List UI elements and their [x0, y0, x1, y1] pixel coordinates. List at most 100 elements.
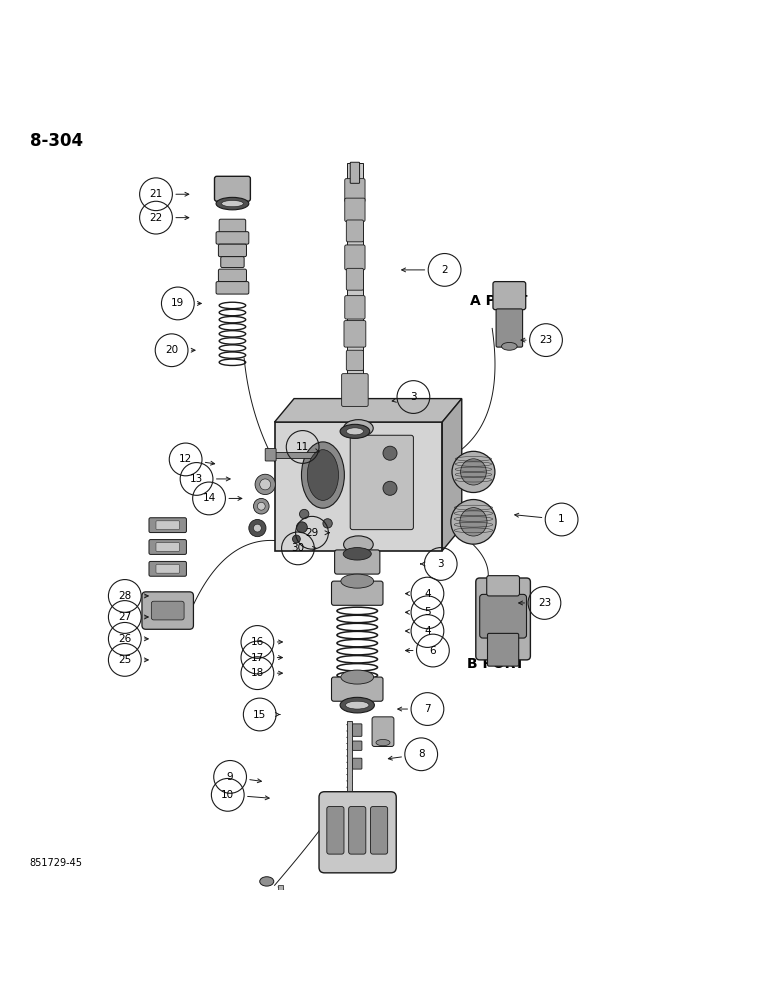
Text: 8: 8: [418, 749, 424, 759]
Ellipse shape: [222, 200, 243, 207]
FancyBboxPatch shape: [345, 198, 365, 222]
Circle shape: [260, 479, 271, 490]
Circle shape: [249, 520, 266, 537]
Circle shape: [254, 524, 261, 532]
Circle shape: [300, 509, 309, 519]
FancyBboxPatch shape: [350, 435, 413, 530]
Text: 22: 22: [150, 213, 162, 223]
Text: 19: 19: [172, 298, 184, 308]
Text: 15: 15: [254, 710, 266, 720]
FancyBboxPatch shape: [372, 717, 394, 746]
Text: B PORT: B PORT: [466, 657, 524, 671]
Ellipse shape: [376, 739, 390, 746]
FancyBboxPatch shape: [151, 601, 184, 620]
Ellipse shape: [346, 428, 363, 435]
FancyBboxPatch shape: [275, 452, 326, 458]
FancyBboxPatch shape: [353, 758, 362, 769]
Ellipse shape: [452, 451, 495, 493]
Text: 18: 18: [251, 668, 264, 678]
Ellipse shape: [343, 536, 373, 553]
FancyBboxPatch shape: [216, 232, 249, 244]
FancyBboxPatch shape: [346, 220, 363, 242]
Text: 6: 6: [430, 646, 436, 656]
FancyBboxPatch shape: [476, 578, 530, 660]
Ellipse shape: [346, 701, 369, 709]
FancyBboxPatch shape: [346, 350, 363, 371]
Text: 23: 23: [538, 598, 551, 608]
FancyBboxPatch shape: [353, 741, 362, 750]
FancyBboxPatch shape: [350, 162, 360, 183]
Text: 1: 1: [558, 515, 565, 524]
Circle shape: [254, 498, 269, 514]
FancyBboxPatch shape: [218, 244, 246, 257]
Text: 12: 12: [179, 454, 192, 464]
Text: 8-304: 8-304: [30, 132, 83, 150]
Text: 21: 21: [150, 189, 162, 199]
Text: 10: 10: [222, 790, 234, 800]
Text: 5: 5: [424, 607, 431, 617]
Ellipse shape: [260, 877, 274, 886]
FancyBboxPatch shape: [342, 374, 368, 406]
FancyBboxPatch shape: [345, 296, 365, 319]
FancyBboxPatch shape: [347, 721, 352, 791]
FancyBboxPatch shape: [493, 282, 526, 310]
FancyBboxPatch shape: [480, 594, 526, 638]
FancyBboxPatch shape: [496, 309, 523, 347]
Text: 28: 28: [119, 591, 131, 601]
Text: 25: 25: [119, 655, 131, 665]
FancyBboxPatch shape: [142, 592, 193, 629]
Ellipse shape: [307, 450, 339, 500]
Circle shape: [292, 535, 300, 543]
Circle shape: [296, 522, 307, 533]
Circle shape: [255, 474, 275, 495]
FancyBboxPatch shape: [488, 633, 519, 666]
FancyBboxPatch shape: [353, 724, 362, 736]
Text: 29: 29: [306, 528, 318, 538]
FancyBboxPatch shape: [149, 518, 186, 533]
FancyBboxPatch shape: [221, 257, 244, 268]
FancyBboxPatch shape: [156, 543, 179, 551]
FancyBboxPatch shape: [327, 807, 344, 854]
Text: 20: 20: [165, 345, 178, 355]
FancyBboxPatch shape: [319, 792, 396, 873]
FancyBboxPatch shape: [335, 550, 380, 574]
Text: A PORT: A PORT: [470, 294, 528, 308]
FancyBboxPatch shape: [216, 282, 249, 294]
Circle shape: [323, 519, 332, 528]
Text: 27: 27: [119, 612, 131, 622]
FancyBboxPatch shape: [218, 269, 246, 282]
FancyBboxPatch shape: [346, 268, 363, 290]
Ellipse shape: [343, 548, 371, 560]
Ellipse shape: [343, 420, 373, 437]
Text: 11: 11: [296, 442, 309, 452]
Ellipse shape: [341, 670, 374, 684]
FancyBboxPatch shape: [149, 540, 186, 554]
Circle shape: [257, 502, 265, 510]
Polygon shape: [442, 399, 462, 551]
Polygon shape: [275, 422, 442, 551]
FancyBboxPatch shape: [215, 176, 250, 201]
FancyBboxPatch shape: [332, 677, 383, 701]
Polygon shape: [275, 399, 462, 422]
Text: 26: 26: [119, 634, 131, 644]
FancyBboxPatch shape: [347, 163, 363, 422]
FancyBboxPatch shape: [156, 521, 179, 529]
FancyBboxPatch shape: [349, 807, 366, 854]
Text: 30: 30: [292, 543, 304, 553]
Text: 14: 14: [203, 493, 215, 503]
Text: 16: 16: [251, 637, 264, 647]
Text: 9: 9: [227, 772, 233, 782]
Text: 4: 4: [424, 626, 431, 636]
Ellipse shape: [340, 697, 374, 713]
Text: 7: 7: [424, 704, 431, 714]
Text: 4: 4: [424, 589, 431, 599]
Text: 13: 13: [190, 474, 203, 484]
Ellipse shape: [216, 197, 249, 210]
FancyBboxPatch shape: [345, 179, 365, 202]
Circle shape: [383, 481, 397, 495]
Text: 17: 17: [251, 653, 264, 663]
FancyBboxPatch shape: [265, 449, 276, 461]
FancyBboxPatch shape: [278, 885, 283, 935]
FancyBboxPatch shape: [219, 219, 246, 233]
Text: 2: 2: [441, 265, 448, 275]
